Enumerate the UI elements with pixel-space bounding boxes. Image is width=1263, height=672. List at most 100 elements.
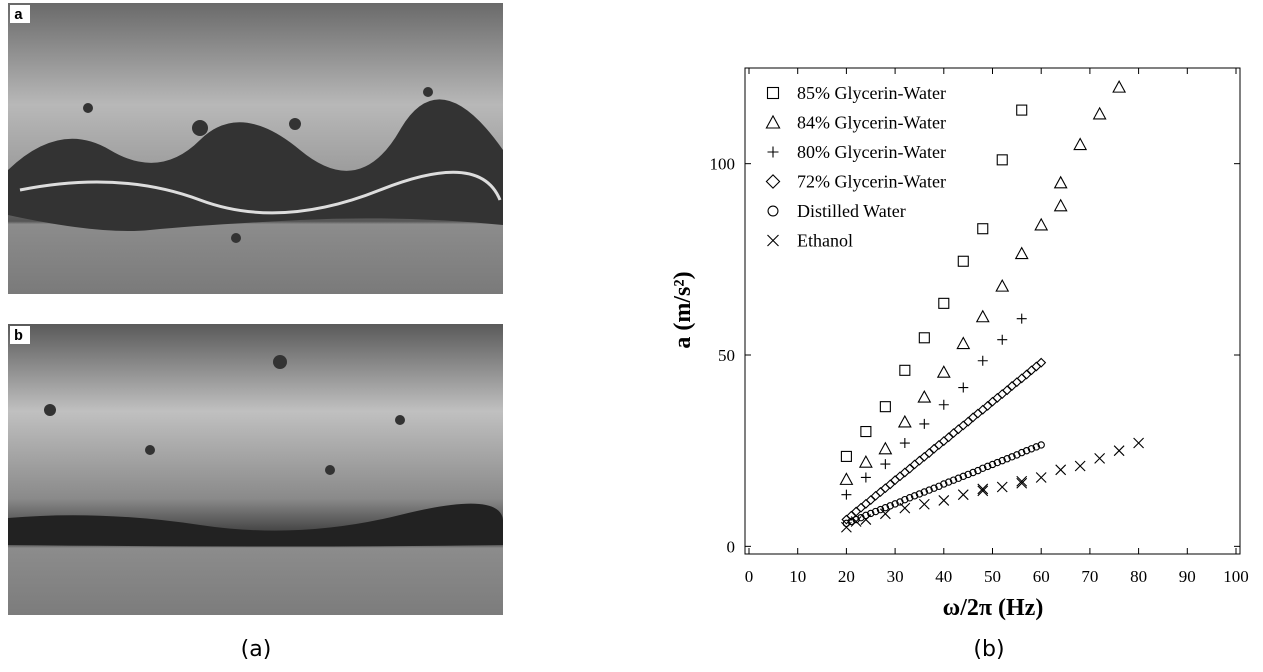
panel-label: b [14, 328, 23, 345]
x-tick-label: 70 [1081, 567, 1098, 586]
point [899, 502, 911, 514]
legend-marker [767, 146, 779, 158]
point [919, 418, 930, 429]
x-tick-label: 90 [1179, 567, 1196, 586]
x-tick-label: 20 [838, 567, 855, 586]
point [870, 490, 881, 501]
point [1016, 477, 1028, 489]
point [851, 506, 862, 517]
point [1034, 217, 1049, 231]
point [977, 485, 989, 497]
point [909, 459, 920, 470]
point [890, 475, 901, 486]
point [920, 488, 929, 496]
legend-label: Distilled Water [797, 201, 906, 221]
point [924, 447, 935, 458]
point [953, 424, 964, 435]
x-axis-label: ω/2π (Hz) [943, 595, 1044, 621]
point [996, 481, 1008, 493]
point [938, 399, 949, 410]
point [847, 517, 855, 526]
point [918, 332, 930, 344]
legend-marker [765, 174, 781, 189]
point [881, 503, 890, 512]
point [954, 474, 963, 482]
photo-a [8, 3, 503, 294]
caption: (b) [973, 637, 1004, 662]
panel-label-box [10, 5, 30, 23]
point [977, 483, 989, 495]
x-tick-label: 0 [745, 567, 754, 586]
point [977, 355, 988, 366]
point [858, 455, 873, 468]
point [879, 508, 891, 520]
point [958, 420, 969, 431]
point [997, 334, 1008, 345]
point [894, 471, 905, 482]
point [1014, 246, 1029, 260]
point [862, 511, 870, 520]
point [1027, 445, 1036, 453]
point [957, 489, 969, 501]
point [993, 458, 1002, 467]
point [977, 223, 989, 235]
point [1092, 106, 1107, 120]
point [944, 478, 953, 486]
point [969, 468, 977, 477]
point [1073, 137, 1088, 151]
point [1074, 460, 1086, 472]
point [956, 336, 971, 350]
point [841, 521, 852, 533]
x-tick-label: 30 [887, 567, 904, 586]
point [948, 428, 959, 439]
point [975, 309, 990, 323]
point [840, 450, 852, 462]
point [1055, 464, 1067, 476]
point [919, 451, 930, 462]
point [906, 494, 914, 502]
legend-label: 72% Glycerin-Water [797, 172, 946, 192]
y-tick-label: 0 [727, 537, 736, 556]
point [871, 507, 880, 516]
point [1026, 365, 1037, 376]
legend-marker [766, 86, 780, 100]
x-tick-label: 100 [1223, 567, 1249, 586]
point [958, 382, 969, 393]
point [904, 463, 915, 474]
point [860, 472, 871, 483]
point [995, 278, 1010, 292]
point [901, 495, 909, 504]
x-tick-label: 60 [1033, 567, 1050, 586]
point [930, 484, 938, 492]
point [1011, 377, 1022, 388]
point [1036, 357, 1047, 368]
point [940, 480, 948, 488]
point [998, 456, 1006, 465]
point [876, 505, 885, 514]
point [1094, 452, 1106, 464]
photo-b [8, 324, 503, 615]
point [977, 404, 988, 415]
point [860, 514, 872, 525]
point [839, 472, 854, 485]
point [1016, 475, 1028, 487]
point [880, 483, 891, 494]
point [1007, 381, 1017, 391]
point [918, 498, 930, 510]
point [938, 495, 950, 506]
x-tick-label: 80 [1130, 567, 1147, 586]
point [938, 297, 950, 309]
point [983, 462, 992, 471]
x-tick-label: 50 [984, 567, 1001, 586]
point [1133, 437, 1144, 449]
point [929, 443, 940, 454]
point [1031, 361, 1042, 372]
point [1037, 441, 1045, 449]
point [938, 436, 949, 447]
point [1016, 373, 1027, 384]
point [880, 459, 891, 470]
point [899, 364, 911, 376]
point [860, 498, 871, 509]
